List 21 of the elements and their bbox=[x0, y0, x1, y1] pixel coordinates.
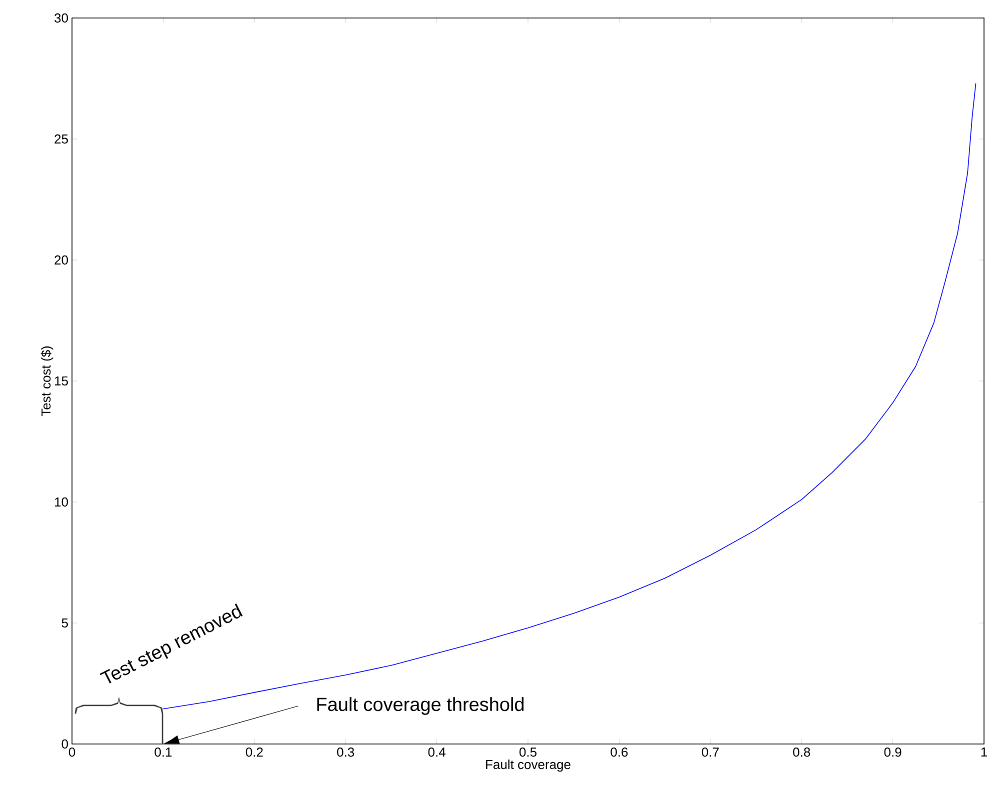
y-tick-label: 15 bbox=[55, 376, 68, 386]
x-tick-label: 0.3 bbox=[337, 748, 354, 757]
x-axis-title: Fault coverage bbox=[486, 760, 570, 772]
annotation: Fault coverage threshold bbox=[317, 697, 524, 715]
x-tick-label: 0.9 bbox=[884, 748, 902, 757]
y-tick-label: 30 bbox=[54, 13, 68, 23]
y-axis-title: Test cost ($) bbox=[40, 346, 54, 416]
x-tick-label: 0.7 bbox=[702, 748, 719, 757]
x-tick-label: 0.2 bbox=[246, 748, 263, 757]
y-tick-label: 5 bbox=[62, 618, 68, 628]
x-tick-label: 1 bbox=[981, 748, 987, 756]
x-tick-label: 0 bbox=[68, 748, 76, 757]
x-tick-label: 0.6 bbox=[610, 748, 628, 757]
y-tick-label: 10 bbox=[55, 497, 68, 507]
x-tick-label: 0.4 bbox=[428, 748, 446, 757]
x-tick-label: 0.1 bbox=[154, 748, 172, 757]
y-tick-label: 20 bbox=[54, 255, 68, 265]
x-tick-label: 0.5 bbox=[519, 748, 536, 757]
x-tick-label: 0.8 bbox=[793, 748, 810, 757]
y-tick-label: 25 bbox=[54, 134, 68, 144]
y-tick-label: 0 bbox=[62, 739, 68, 749]
